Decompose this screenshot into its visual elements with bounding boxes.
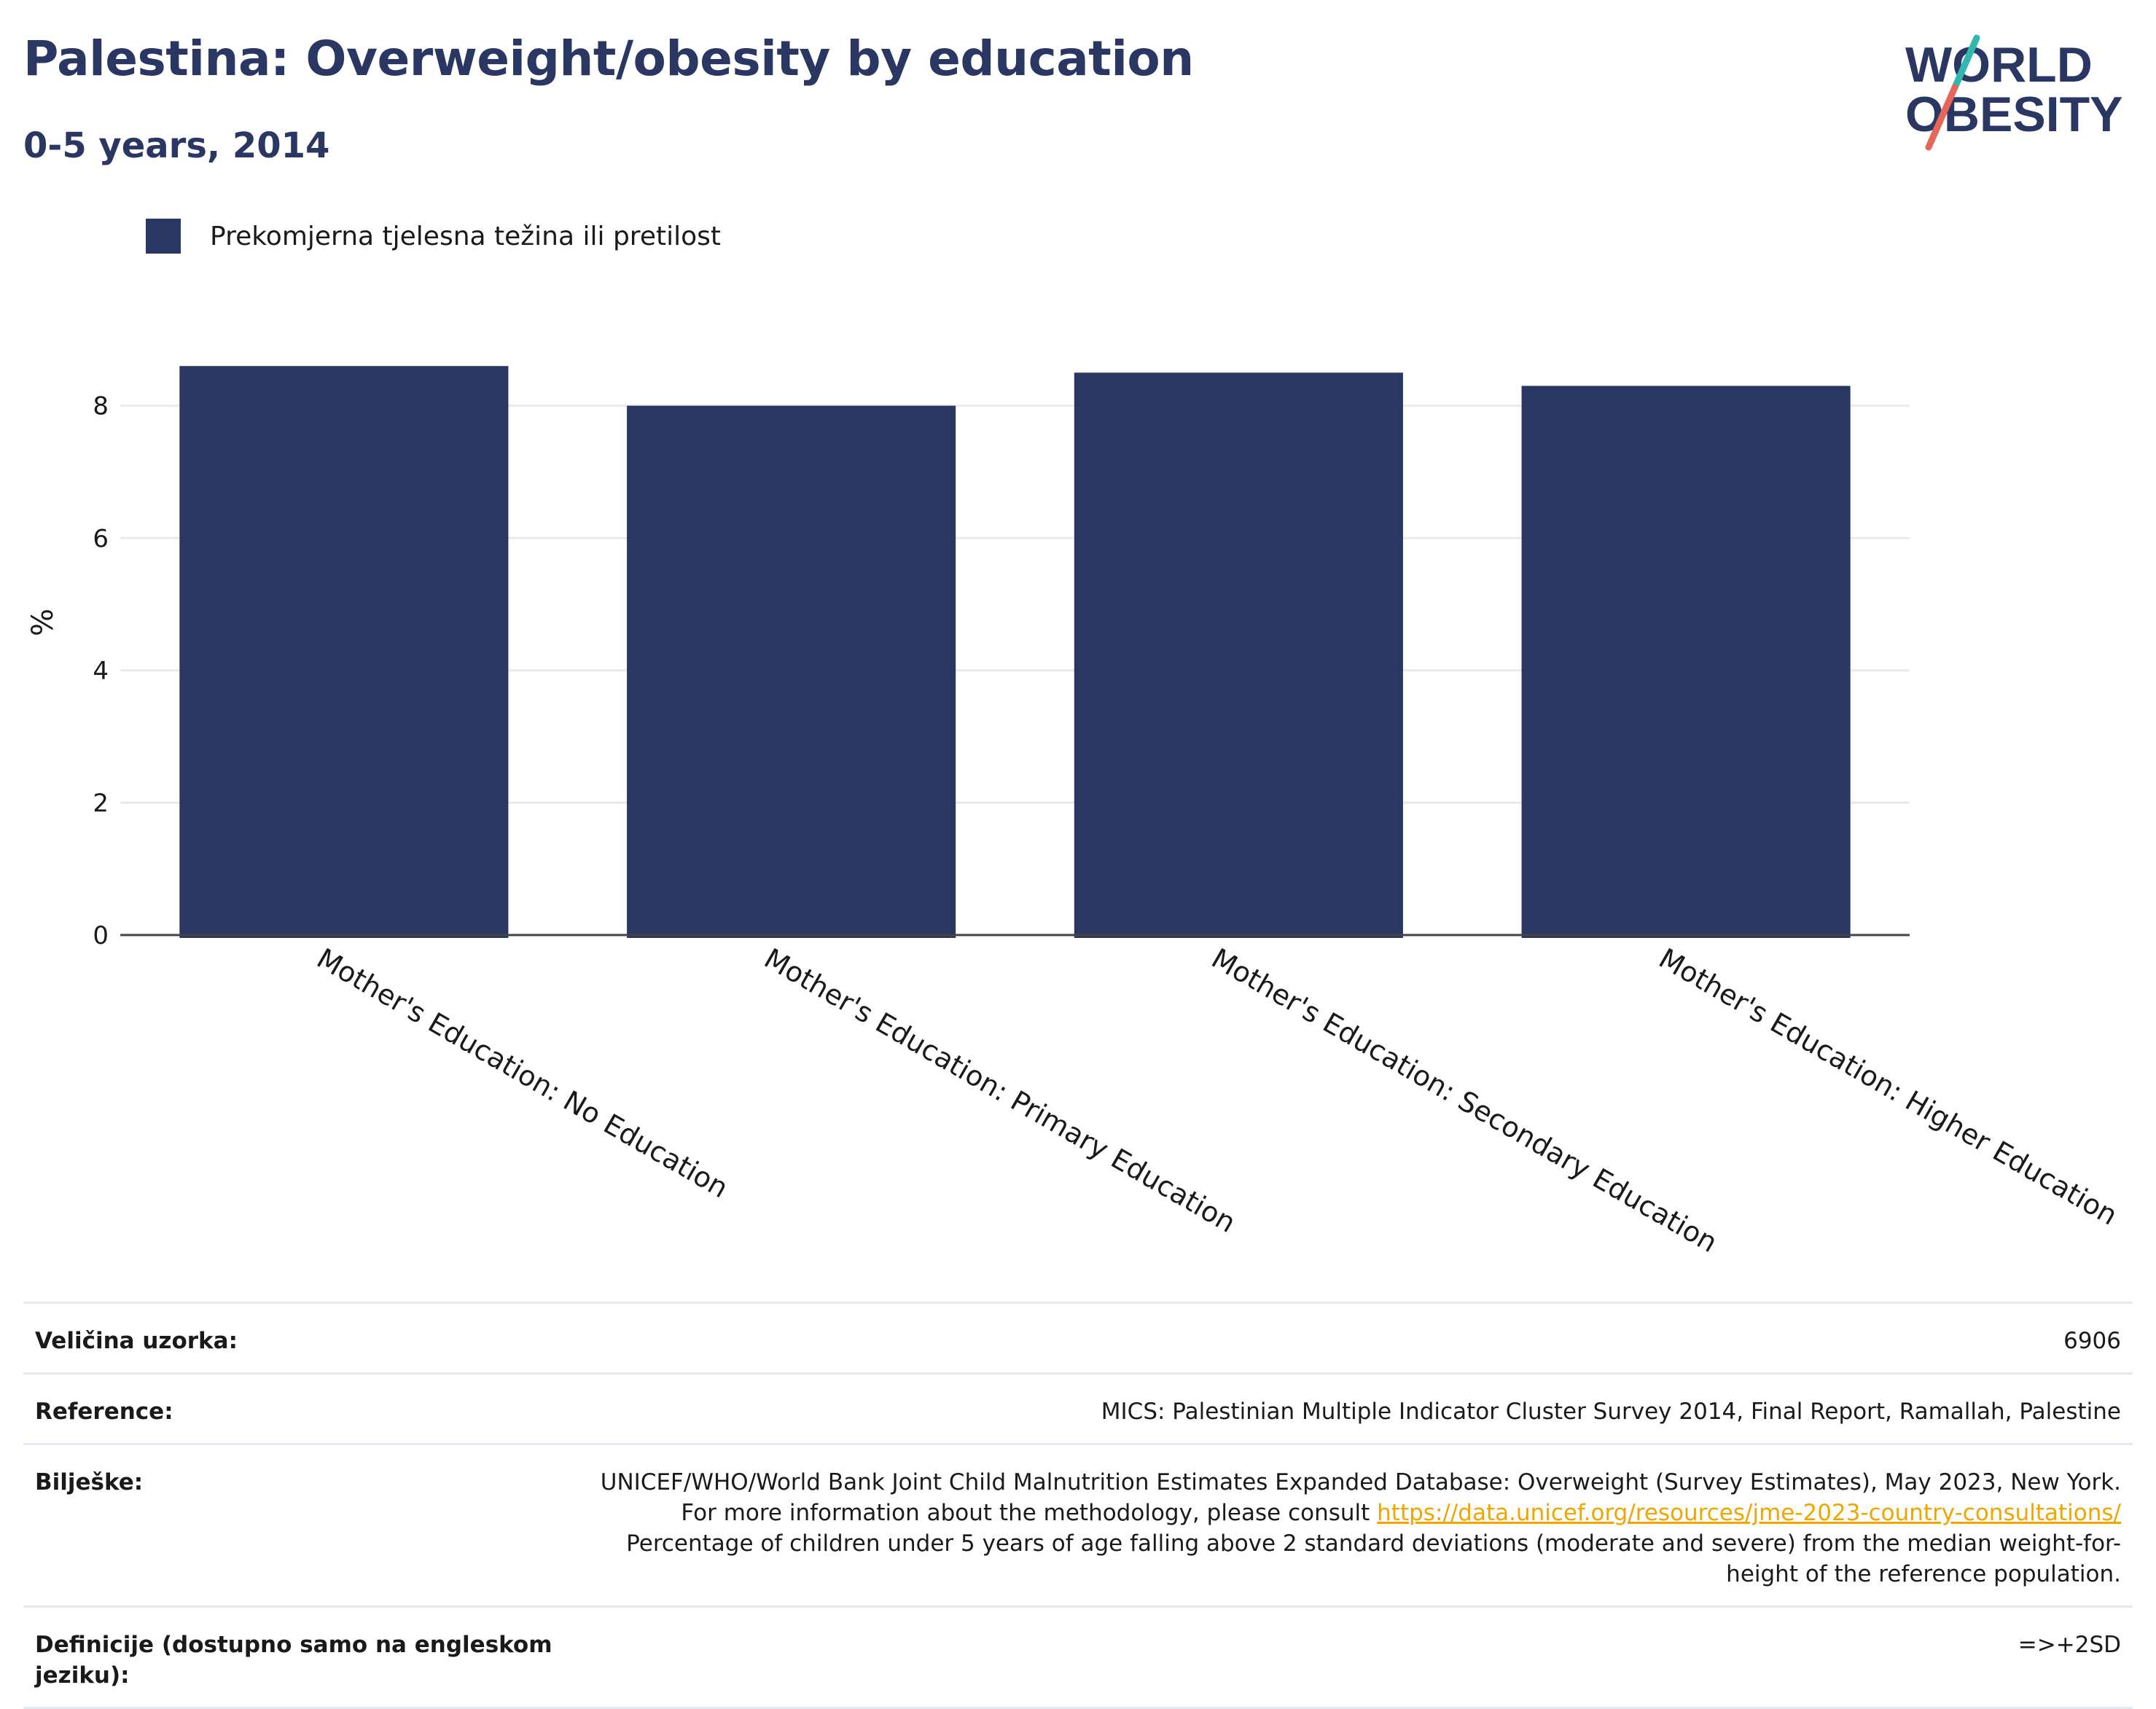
y-tick-label: 0	[93, 921, 109, 950]
sample-size-label: Veličina uzorka:	[35, 1328, 238, 1354]
world-obesity-logo: WORLD OBESITY	[1905, 34, 2123, 151]
sample-size-row: Veličina uzorka: 6906	[23, 1302, 2133, 1372]
legend-swatch	[146, 219, 181, 254]
x-tick-label: Mother's Education: No Education	[311, 942, 733, 1205]
y-tick-label: 8	[93, 392, 109, 421]
bar	[1521, 386, 1851, 938]
notes-row: Bilješke: UNICEF/WHO/World Bank Joint Ch…	[23, 1443, 2133, 1606]
x-tick-label: Mother's Education: Primary Education	[759, 942, 1241, 1239]
bar	[627, 405, 956, 938]
info-table: Veličina uzorka: 6906 Reference: MICS: P…	[23, 1302, 2133, 1709]
chart-title: Palestina: Overweight/obesity by educati…	[23, 31, 1194, 87]
definitions-row: Definicije (dostupno samo na engleskom j…	[23, 1606, 2133, 1709]
bar	[1074, 372, 1403, 939]
reference-row: Reference: MICS: Palestinian Multiple In…	[23, 1372, 2133, 1443]
bar	[179, 366, 509, 938]
x-tick-label: Mother's Education: Secondary Education	[1206, 942, 1723, 1259]
definitions-value: =>+2SD	[2018, 1632, 2121, 1658]
logo-slash-teal	[1951, 34, 1980, 91]
logo-slash-red	[1925, 84, 1958, 151]
notes-label: Bilješke:	[35, 1469, 144, 1495]
chart-legend[interactable]: Prekomjerna tjelesna težina ili pretilos…	[146, 217, 721, 255]
reference-value: MICS: Palestinian Multiple Indicator Clu…	[1101, 1399, 2121, 1425]
logo-line1: WORLD	[1905, 37, 2093, 93]
legend-label: Prekomjerna tjelesna težina ili pretilos…	[210, 221, 721, 251]
sample-size-value: 6906	[2063, 1328, 2121, 1354]
x-tick-label: Mother's Education: Higher Education	[1654, 942, 2123, 1232]
bars	[179, 366, 1851, 939]
definitions-label: Definicije (dostupno samo na engleskom j…	[35, 1632, 552, 1689]
notes-text-1: UNICEF/WHO/World Bank Joint Child Malnut…	[600, 1469, 2121, 1526]
notes-value: UNICEF/WHO/World Bank Joint Child Malnut…	[590, 1467, 2121, 1589]
y-tick-label: 2	[93, 789, 109, 818]
notes-text-2: Percentage of children under 5 years of …	[626, 1530, 2121, 1587]
y-axis-label: %	[26, 609, 60, 636]
reference-label: Reference:	[35, 1399, 173, 1425]
chart-subtitle: 0-5 years, 2014	[23, 125, 330, 166]
notes-link[interactable]: https://data.unicef.org/resources/jme-20…	[1377, 1500, 2121, 1526]
y-tick-label: 4	[93, 657, 109, 686]
y-tick-label: 6	[93, 524, 109, 553]
